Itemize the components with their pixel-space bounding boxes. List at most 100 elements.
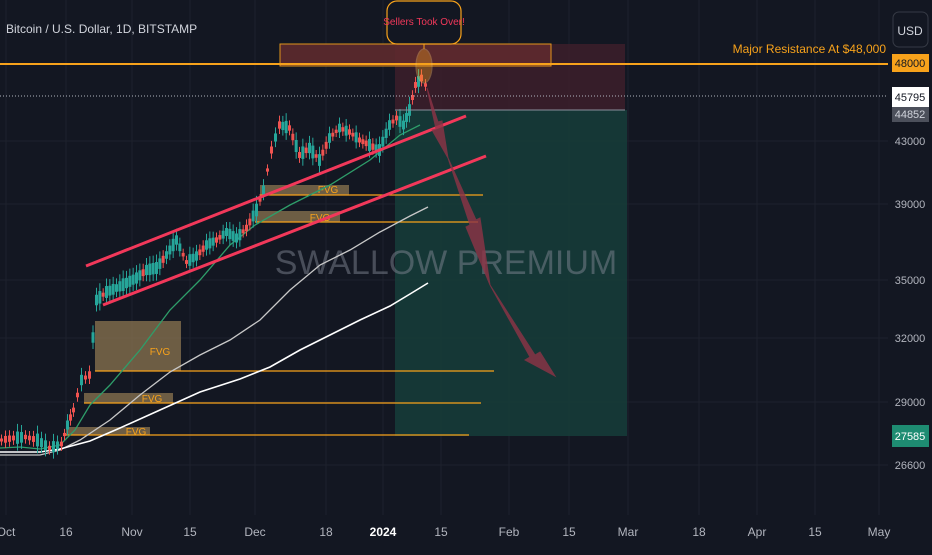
candle-body [351,132,355,137]
fvg-box [260,185,349,195]
ma-fast-line [0,124,421,450]
candle-body [318,154,321,166]
candle-body [381,136,385,147]
candle-body [338,123,341,133]
candle-body [98,291,102,304]
candle-body [28,435,31,441]
target-price-text: 27585 [895,431,926,443]
candle-body [258,198,262,202]
candle-body [91,332,95,343]
candle-body [328,133,331,143]
candle-body [135,272,138,284]
resistance-price-tag [892,54,929,72]
candle-body [371,143,375,150]
candle-body [420,74,423,82]
currency-button[interactable] [892,11,929,48]
fvg-label: FVG [142,394,163,405]
candle-body [270,146,273,154]
candle-body [101,292,105,297]
candle-body [63,432,66,437]
x-tick-label: 15 [434,525,448,539]
candle-body [171,238,175,252]
candle-body [141,269,145,277]
candle-body [358,137,361,143]
candle-body [266,168,269,172]
candle-body [118,281,122,292]
candle-body [188,254,192,266]
x-tick-label: May [868,525,891,539]
candle-body [398,116,402,127]
candle-body [205,240,208,250]
candle-body [331,132,335,137]
price-axis[interactable]: 26600 29000 32000 35000 39000 43000 [895,136,926,472]
candle-body [311,145,315,159]
candle-body [148,263,152,276]
candle-body [16,431,19,444]
candle-body [69,414,72,421]
candle-body [304,147,308,154]
candle-body [40,438,43,448]
candle-body [20,432,23,443]
candle-body [208,238,212,249]
watermark: SWALLOW PREMIUM [275,244,618,282]
sellers-highlight [415,48,433,84]
candle-body [88,371,91,379]
x-tick-label: Mar [618,525,639,539]
ma-mid-line [0,206,429,456]
muted-price-tag [892,106,929,122]
candle-body [238,229,242,241]
fvg-label: FVG [310,213,331,224]
candle-body [191,253,195,263]
resistance-label: Major Resistance At $48,000 [733,42,887,56]
candle-body [125,277,128,289]
last-price-tag [892,87,929,107]
candle-body [175,235,178,245]
candle-body [245,224,248,232]
time-axis[interactable]: Oct 16 Nov 15 Dec 18 2024 15 Feb 15 Mar 18 Apr 15 May [0,525,890,539]
candle-body [288,125,291,131]
candle-body [32,436,35,442]
fvg-box [84,393,173,403]
candle-body [414,82,417,88]
candle-body [368,139,371,151]
fvg-box [95,321,181,371]
candle-body [178,243,182,252]
candle-body [201,245,205,252]
supply-zone [279,43,552,67]
candle-body [388,120,391,130]
candle-body [354,132,358,143]
candle-body [294,139,298,153]
candle-body [255,203,258,217]
candle-body [80,374,83,386]
candle-body [108,285,112,296]
candle-body [374,144,378,153]
candle-body [72,407,75,413]
candle-body [324,141,328,149]
take-profit-zone [395,110,627,436]
candle-body [341,127,345,132]
candle-body [138,270,142,281]
x-tick-label: 2024 [370,525,397,539]
candle-body [66,420,69,430]
candle-body [76,392,79,398]
candle-body [215,237,218,243]
fvg-zones: FVG FVG FVG FVG FVG [66,185,494,438]
currency-button-label[interactable]: USD [897,24,923,38]
x-tick-label: 15 [562,525,576,539]
candle-body [395,115,398,121]
projection-arrows [426,87,557,378]
candle-body [364,140,368,147]
candle-body [402,120,405,130]
x-tick-label: Dec [244,525,265,539]
arrow-3 [489,284,557,378]
candle-body [344,125,348,136]
candle-body [308,142,311,154]
candle-body [334,129,338,133]
sellers-callout [386,0,462,45]
x-tick-label: 15 [183,525,197,539]
candle-body [384,128,388,138]
candle-body [121,278,125,292]
x-tick-label: 18 [319,525,333,539]
